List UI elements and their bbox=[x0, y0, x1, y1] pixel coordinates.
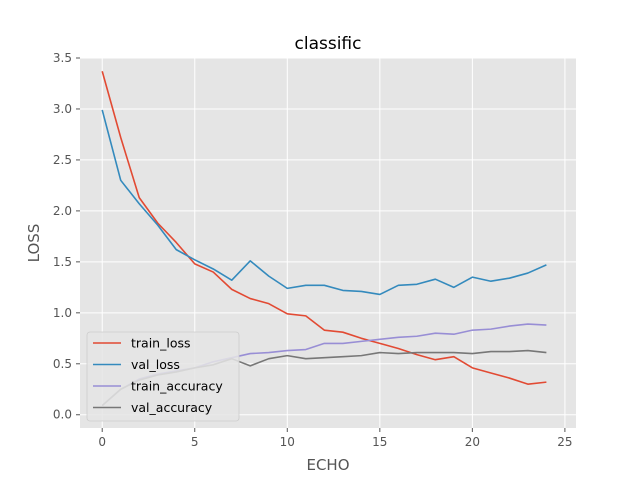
x-tick-label: 5 bbox=[191, 435, 199, 449]
y-tick-label: 1.5 bbox=[53, 255, 72, 269]
x-axis-label: ECHO bbox=[306, 456, 349, 474]
series-line-train-loss bbox=[101, 71, 547, 385]
x-tick-label: 0 bbox=[98, 435, 106, 449]
legend-label-val-loss: val_loss bbox=[131, 357, 180, 372]
x-tick-label: 15 bbox=[372, 435, 387, 449]
x-tick-label: 25 bbox=[557, 435, 572, 449]
y-tick-label: 1.0 bbox=[53, 306, 72, 320]
legend-box bbox=[86, 331, 240, 422]
series-line-val-loss bbox=[101, 109, 547, 296]
y-tick-label: 0.5 bbox=[53, 357, 72, 371]
y-tick-label: 3.0 bbox=[53, 102, 72, 116]
y-tick-label: 3.5 bbox=[53, 51, 72, 65]
x-tick-label: 10 bbox=[280, 435, 295, 449]
y-tick-label: 2.0 bbox=[53, 204, 72, 218]
y-ticks: 0.0 0.5 1.0 1.5 2.0 2.5 3.0 3.5 bbox=[53, 51, 80, 422]
x-ticks: 0 5 10 15 20 25 bbox=[98, 428, 573, 449]
legend: train_loss val_loss train_accuracy val_accu… bbox=[86, 331, 240, 422]
legend-label-train-accuracy: train_accuracy bbox=[131, 379, 223, 394]
y-tick-label: 2.5 bbox=[53, 153, 72, 167]
x-tick-label: 20 bbox=[465, 435, 480, 449]
y-tick-label: 0.0 bbox=[53, 408, 72, 422]
chart-title: classific bbox=[295, 34, 362, 54]
legend-label-val-accuracy: val_accuracy bbox=[131, 400, 213, 415]
legend-label-train-loss: train_loss bbox=[131, 336, 191, 351]
y-axis-label: LOSS bbox=[25, 224, 43, 263]
